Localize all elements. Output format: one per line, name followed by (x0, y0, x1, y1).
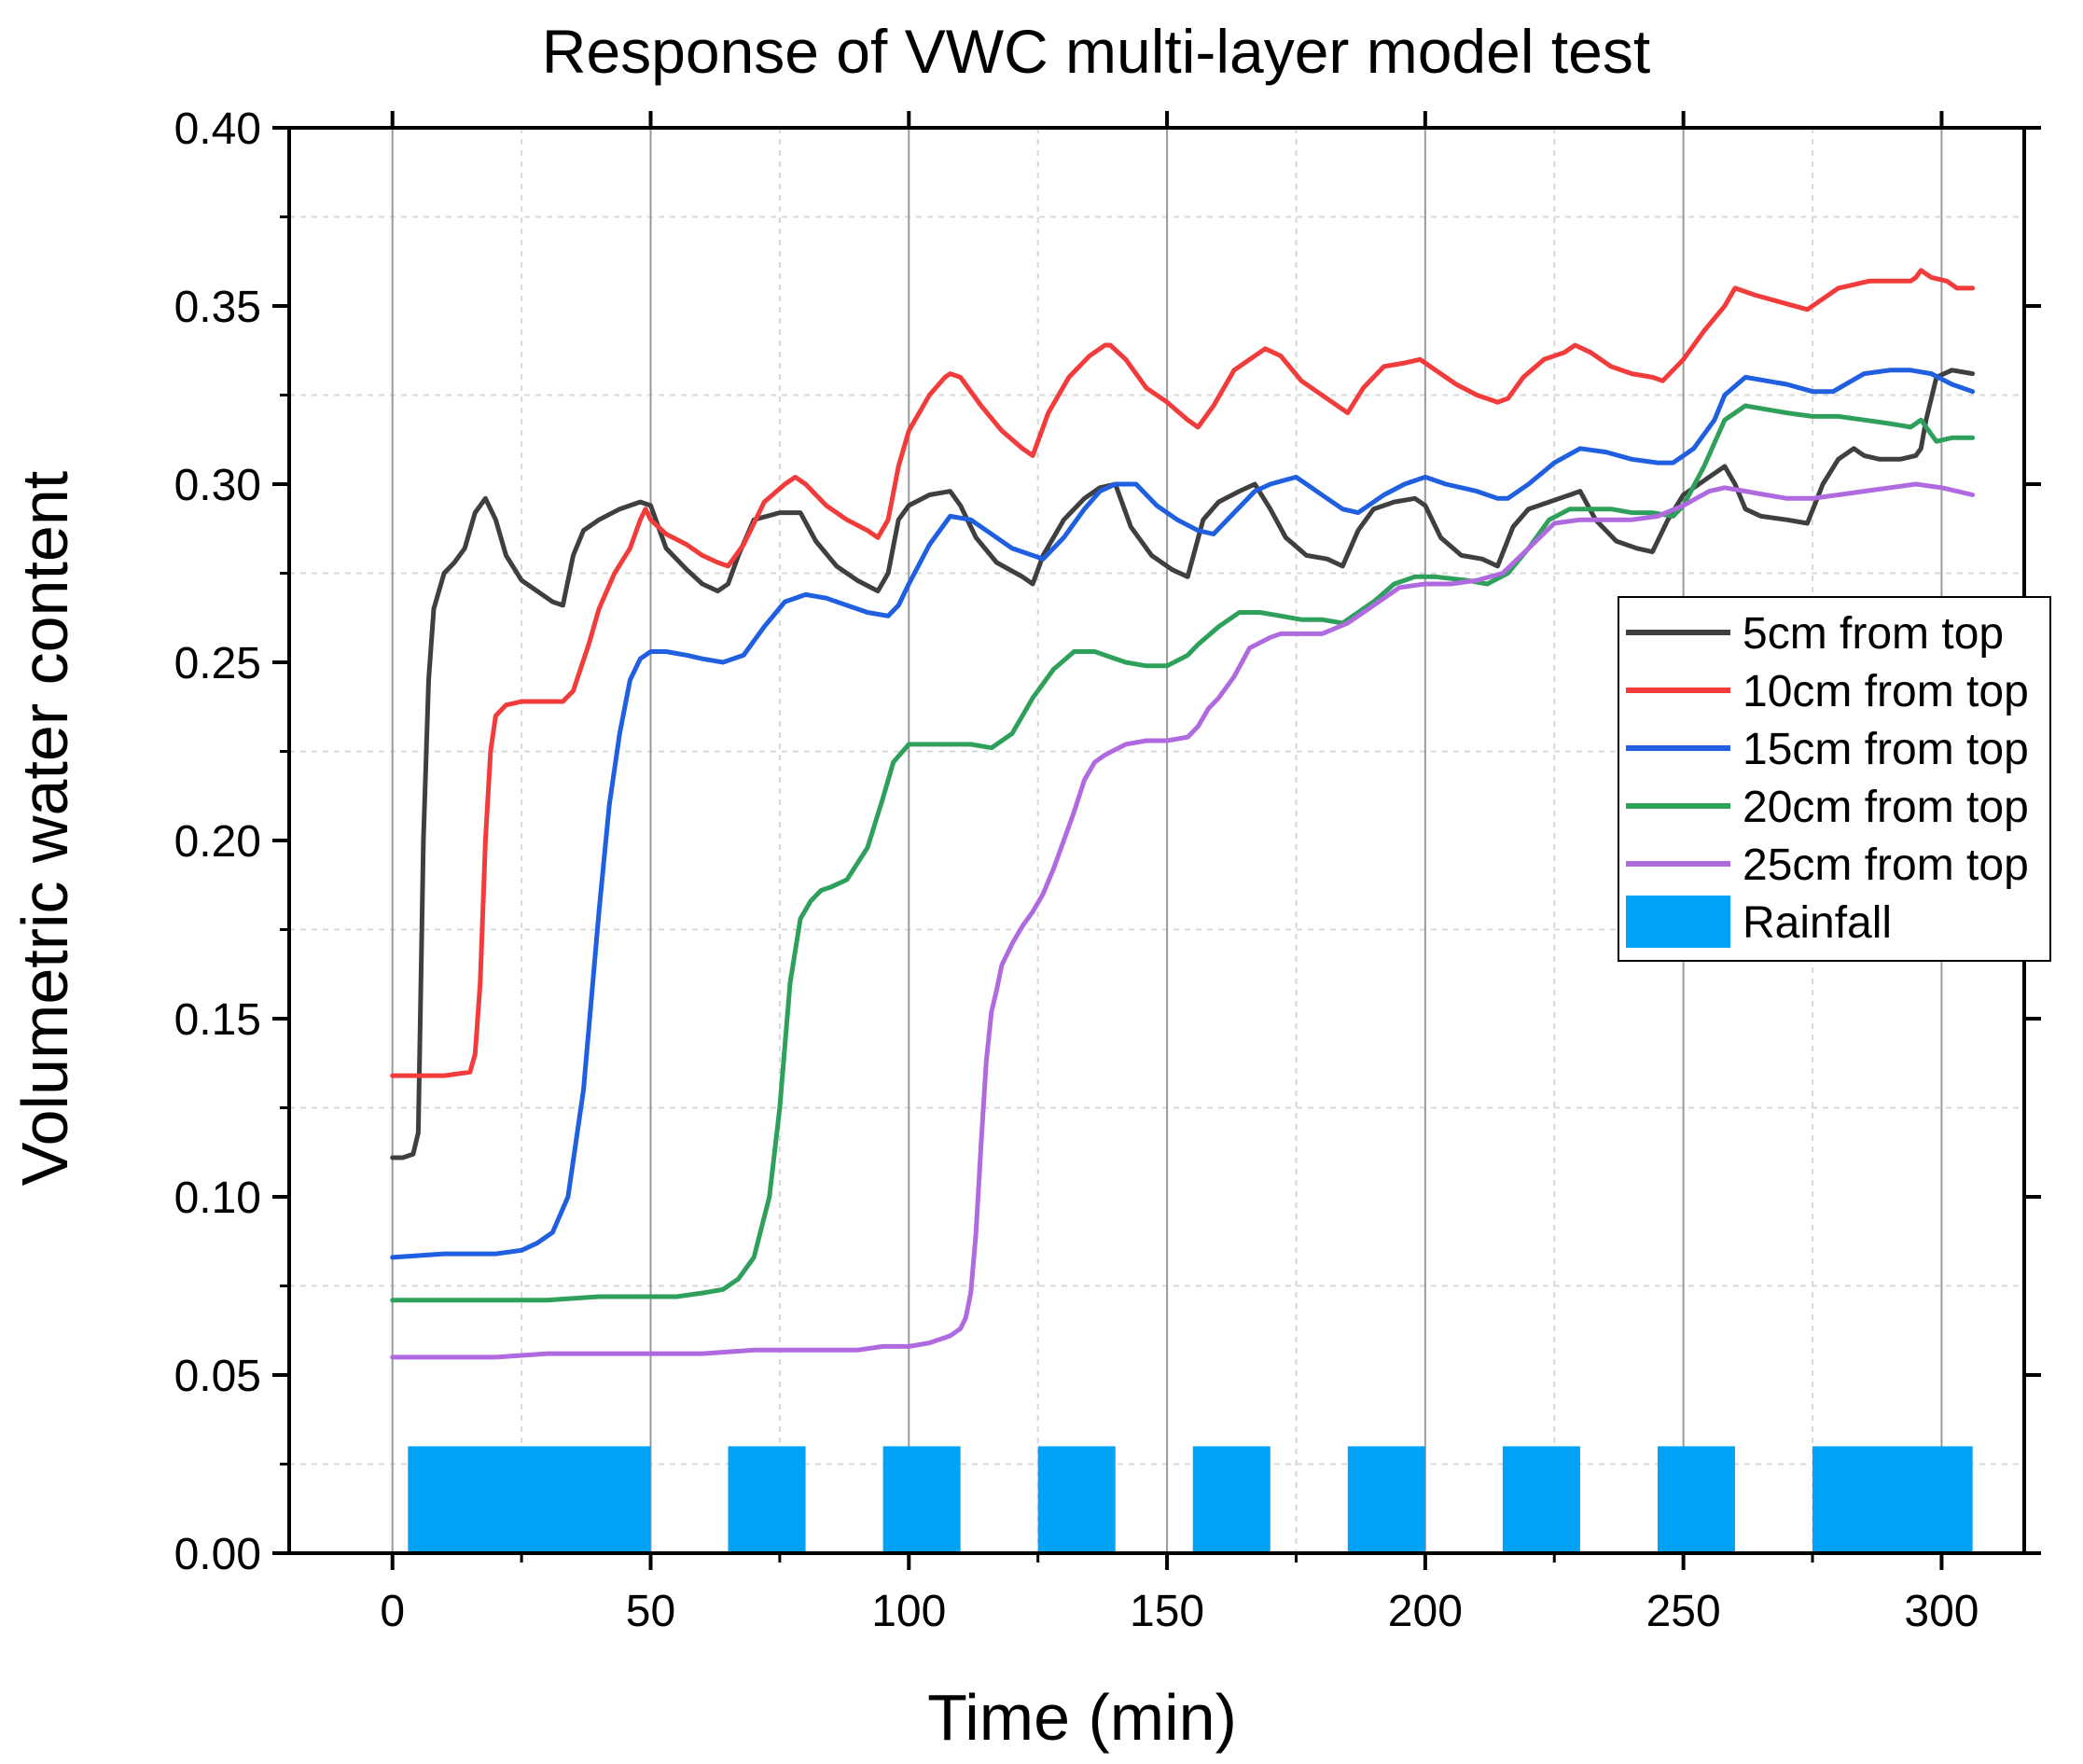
legend-label: 20cm from top (1743, 783, 2029, 832)
x-tick-label: 50 (626, 1587, 675, 1636)
legend-label: 15cm from top (1743, 725, 2029, 774)
x-tick-label: 150 (1130, 1587, 1204, 1636)
y-axis-title: Volumetric water content (8, 471, 81, 1186)
series-line-5 (390, 481, 1976, 1360)
x-tick-label: 0 (380, 1587, 405, 1636)
y-tick-label: 0.15 (174, 995, 261, 1045)
rainfall-bar (1347, 1446, 1425, 1553)
x-tick-label: 250 (1646, 1587, 1721, 1636)
y-tick-label: 0.05 (174, 1352, 261, 1401)
series-line-1 (390, 368, 1976, 1160)
y-tick-label: 0.25 (174, 639, 261, 688)
rainfall-bar (1192, 1446, 1271, 1553)
series-line-4 (390, 403, 1976, 1303)
series-line-2 (390, 268, 1976, 1078)
chart-title: Response of VWC multi-layer model test (542, 17, 1650, 86)
series-lines (390, 268, 1976, 1360)
legend-label: Rainfall (1743, 898, 1892, 948)
legend-swatch (1626, 896, 1730, 948)
rainfall-bar (728, 1446, 806, 1553)
y-tick-label: 0.10 (174, 1174, 261, 1223)
x-axis-ticks: 0 50 100 150 200 250 300 (380, 111, 1979, 1636)
rainfall-bar (1037, 1446, 1116, 1553)
y-tick-label: 0.20 (174, 817, 261, 867)
rainfall-bar (1812, 1446, 1973, 1553)
rainfall-bar (1657, 1446, 1735, 1553)
series-line-3 (390, 368, 1976, 1260)
x-tick-label: 300 (1904, 1587, 1979, 1636)
legend-label: 5cm from top (1743, 609, 2004, 659)
y-tick-label: 0.30 (174, 461, 261, 510)
legend-label: 10cm from top (1743, 667, 2029, 716)
legend-label: 25cm from top (1743, 840, 2029, 890)
y-tick-label: 0.35 (174, 283, 261, 332)
rainfall-bar (1502, 1446, 1580, 1553)
legend: 5cm from top 10cm from top 15cm from top 20… (1618, 596, 2051, 962)
y-tick-label: 0.40 (174, 104, 261, 154)
rainfall-bar (408, 1446, 651, 1553)
x-axis-title: Time (min) (927, 1681, 1237, 1754)
rainfall-bar (882, 1446, 961, 1553)
y-tick-label: 0.00 (174, 1530, 261, 1579)
x-tick-label: 100 (871, 1587, 946, 1636)
rainfall-bars (408, 1446, 1973, 1553)
y-axis-ticks: 0.00 0.05 0.10 0.15 0.20 0.25 0.30 0.35 0.40 (174, 104, 2041, 1579)
x-tick-label: 200 (1388, 1587, 1463, 1636)
